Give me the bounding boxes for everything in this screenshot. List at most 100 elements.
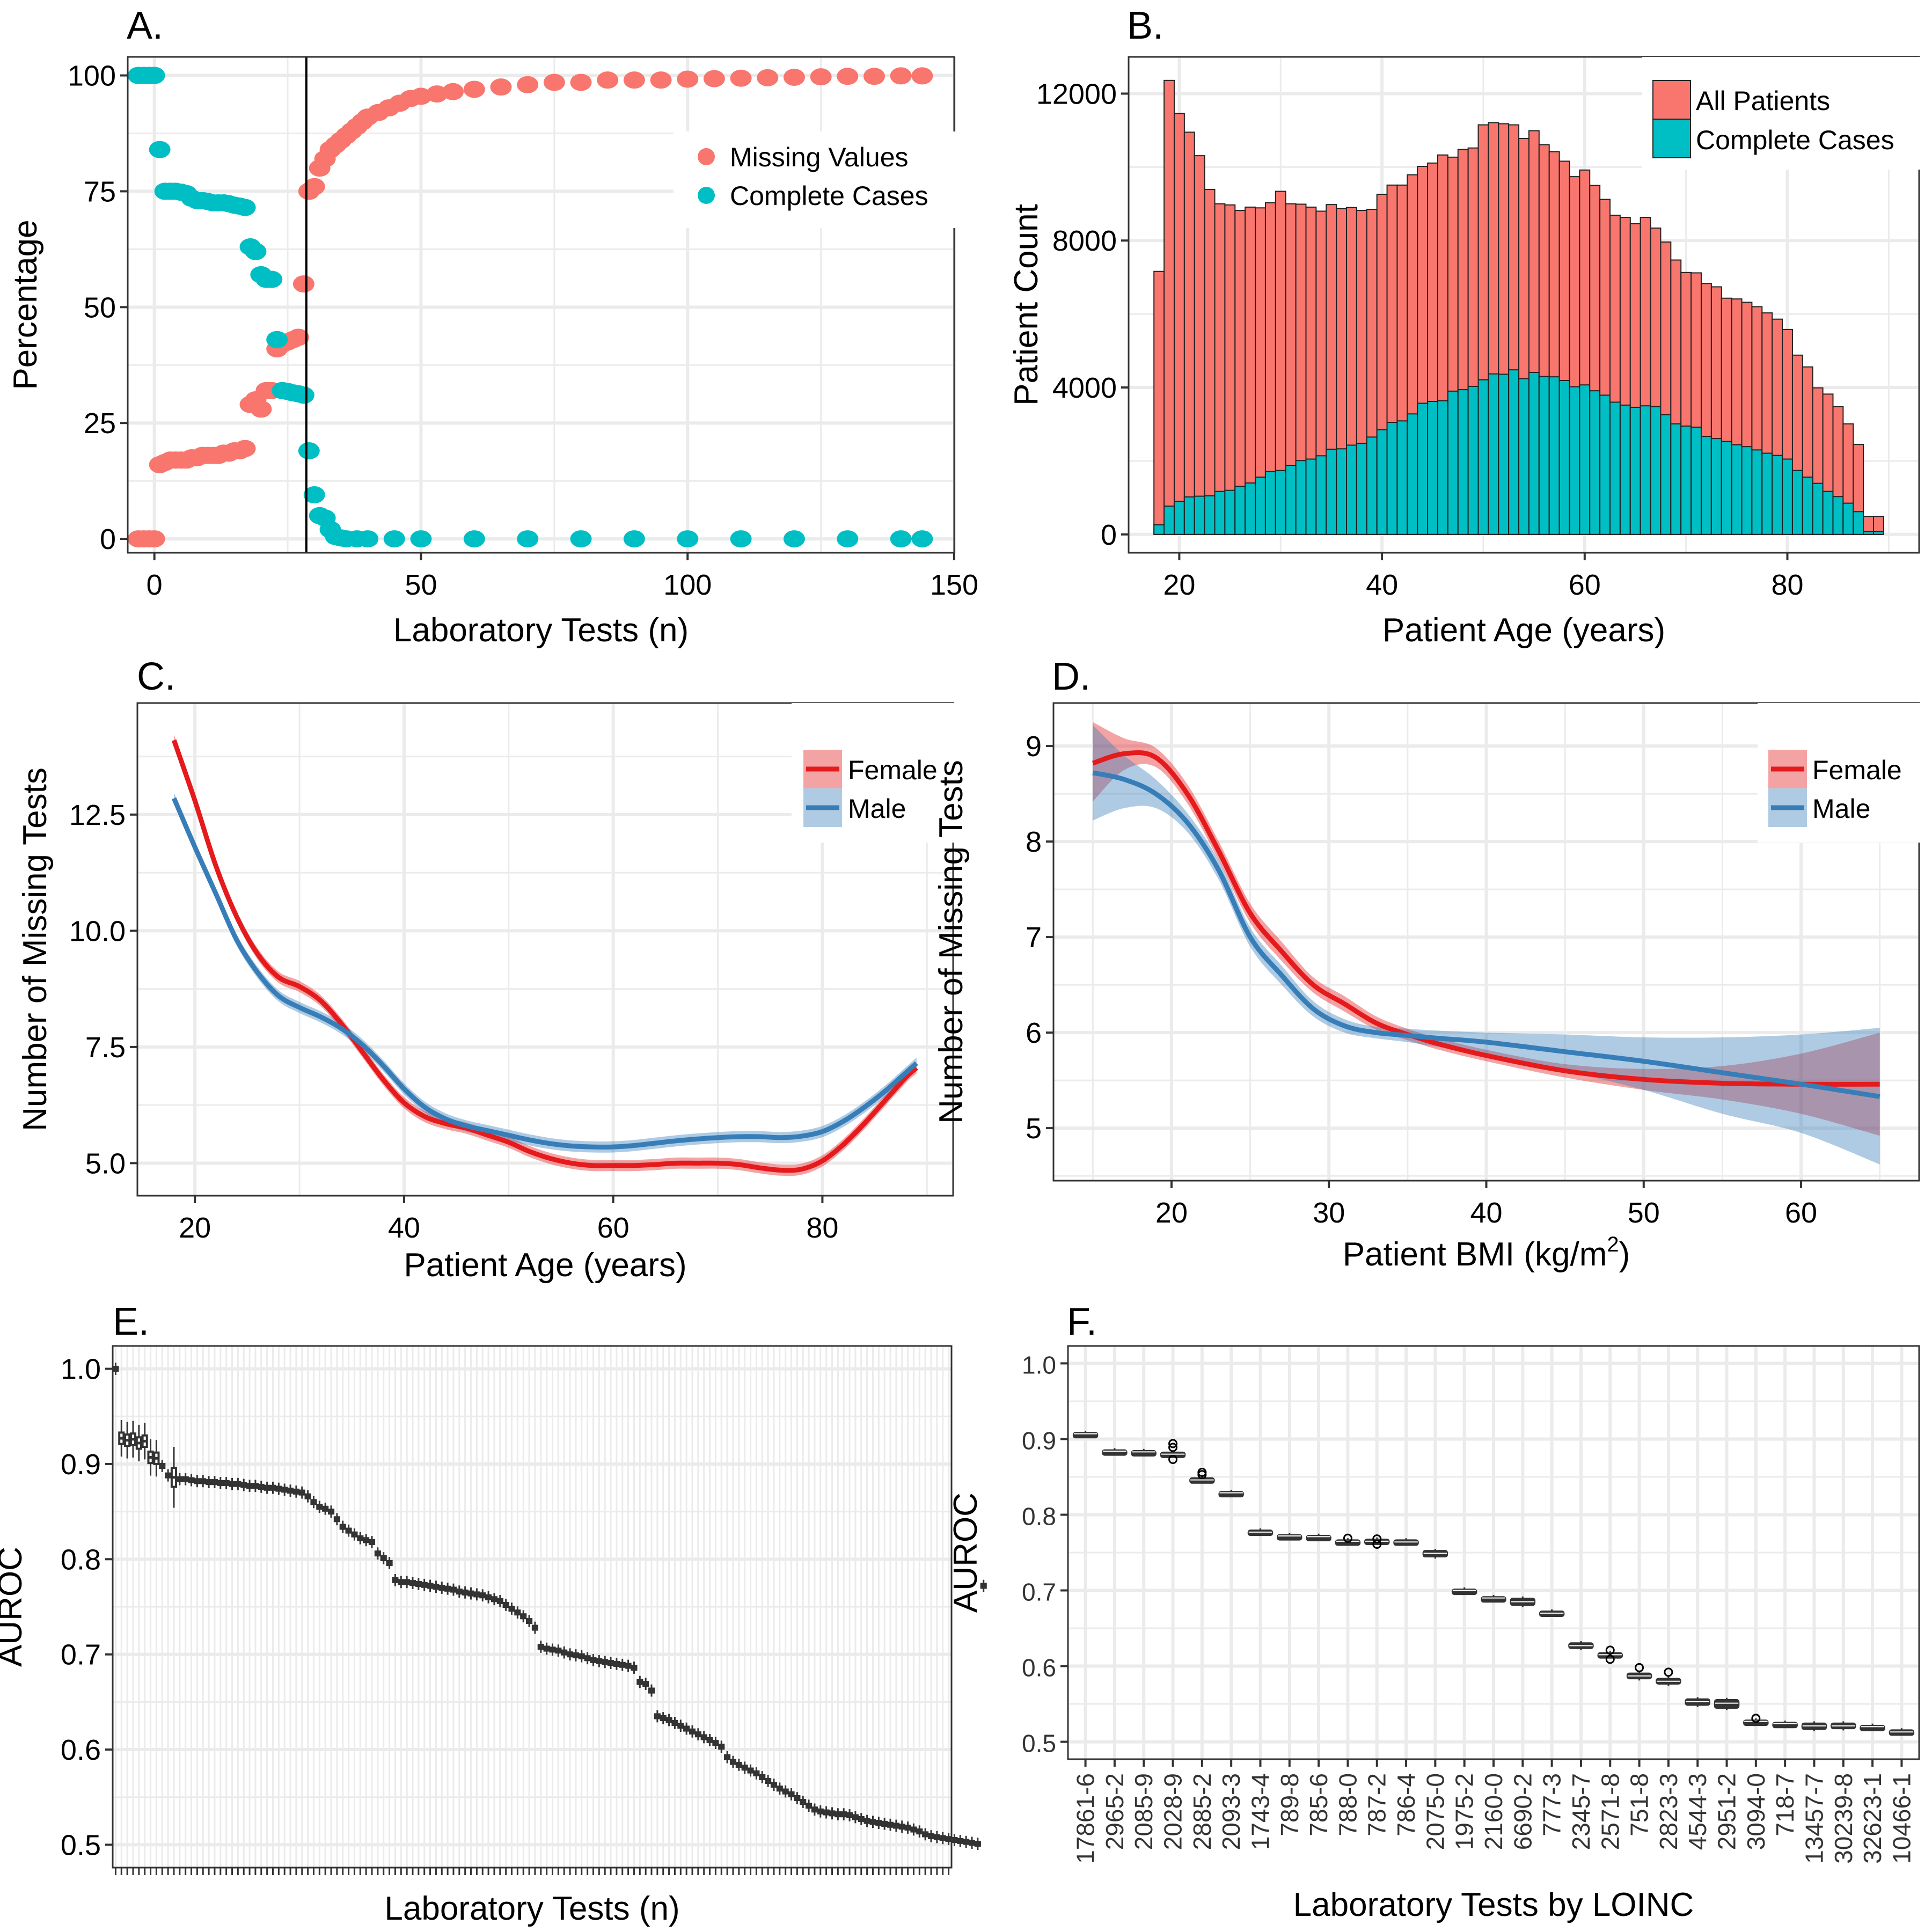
legend-item: Male — [1768, 788, 1870, 827]
legend-item: Female — [1768, 750, 1902, 788]
gridlines — [137, 703, 953, 1196]
y-tick-label: 0 — [1101, 519, 1117, 551]
y-tick-label: 0.5 — [61, 1829, 101, 1861]
y-tick-label: 1.0 — [1022, 1351, 1056, 1379]
legend-label: Male — [848, 794, 906, 824]
missing-value-point — [810, 68, 832, 86]
missing-value-point — [543, 74, 565, 91]
plot-border — [1067, 1345, 1920, 1760]
legend-label: Complete Cases — [730, 181, 928, 211]
missing-value-point — [863, 68, 885, 85]
complete-case-point — [357, 530, 379, 548]
bar-complete-cases — [1629, 406, 1641, 535]
bar-complete-cases — [1802, 477, 1813, 535]
complete-case-point — [837, 530, 859, 548]
x-tick-label-loinc: 777-3 — [1538, 1773, 1566, 1836]
x-tick-label-loinc: 32623-1 — [1858, 1773, 1886, 1864]
plot-border — [127, 56, 955, 554]
missing-value-point — [234, 440, 256, 457]
bar-all-patients — [1163, 79, 1175, 535]
y-tick-label: 10.0 — [69, 915, 126, 947]
missing-value-point — [911, 67, 933, 85]
x-tick-label: 80 — [1771, 569, 1803, 601]
bar-complete-cases — [1326, 448, 1337, 535]
y-tick-label: 5.0 — [85, 1147, 126, 1180]
x-tick-label-loinc: 3094-0 — [1742, 1773, 1770, 1850]
bar-complete-cases — [1396, 420, 1408, 535]
bar-complete-cases — [1204, 495, 1216, 535]
bar-complete-cases — [1488, 373, 1499, 535]
x-tick-label-loinc: 789-8 — [1276, 1773, 1304, 1836]
missing-value-point — [517, 76, 539, 93]
bars — [1153, 79, 1884, 535]
y-tick-label: 0.5 — [1022, 1730, 1056, 1758]
y-tick-label: 0.9 — [1022, 1426, 1056, 1454]
outlier-point — [1751, 1714, 1761, 1723]
bar-complete-cases — [1346, 444, 1357, 535]
bar-complete-cases — [1477, 379, 1489, 535]
bar-complete-cases — [1812, 482, 1824, 535]
y-tick-label: 6 — [1026, 1017, 1042, 1049]
x-tick-label: 40 — [1470, 1197, 1502, 1229]
missing-value-point — [287, 328, 309, 346]
missing-value-point — [623, 71, 645, 89]
x-tick-label-loinc: 17861-6 — [1072, 1773, 1100, 1864]
complete-case-point — [266, 331, 288, 348]
bar-complete-cases — [1336, 448, 1348, 535]
x-tick-label: 150 — [930, 569, 978, 601]
bar-complete-cases — [1761, 452, 1773, 535]
panel-title: D. — [1052, 655, 1091, 698]
panel-a: 0 25 50 75 100 A. Percentage 0 50 100 150 Laborator… — [7, 4, 978, 649]
complete-case-point — [292, 386, 314, 404]
bar-all-patients — [1173, 113, 1185, 535]
legend-item: Complete Cases — [698, 181, 928, 211]
legend-box — [792, 703, 958, 843]
complete-case-point — [383, 530, 405, 548]
missing-value-point — [463, 80, 485, 98]
bar-complete-cases — [1609, 401, 1621, 535]
y-tick-label: 12000 — [1036, 78, 1117, 110]
bar-complete-cases — [1579, 384, 1591, 535]
x-axis-label-main: Patient BMI — [1343, 1236, 1524, 1273]
legend-item: Female — [803, 750, 938, 788]
bar-complete-cases — [1700, 436, 1712, 535]
y-tick-label: 0.8 — [1022, 1502, 1056, 1530]
x-tick-label-loinc: 2085-9 — [1130, 1773, 1158, 1850]
plot-background — [128, 57, 954, 553]
bar-complete-cases — [1548, 376, 1560, 535]
bar-complete-cases — [1518, 378, 1529, 535]
plot-border — [1128, 56, 1920, 554]
outlier-point — [1168, 1443, 1178, 1452]
legend-item: Male — [803, 788, 906, 827]
complete-case-point — [303, 486, 325, 504]
x-tick-label-loinc: 1743-4 — [1246, 1773, 1274, 1850]
bar-complete-cases — [1447, 390, 1459, 535]
x-tick-label: 60 — [597, 1212, 630, 1244]
y-tick-label: 4000 — [1052, 372, 1117, 404]
y-tick-label: 8 — [1026, 826, 1042, 858]
x-tick-label-loinc: 785-6 — [1305, 1773, 1333, 1836]
bar-complete-cases — [1619, 404, 1631, 535]
complete-case-point — [261, 270, 283, 288]
legend-label: Female — [848, 755, 938, 785]
bar-all-patients — [1224, 204, 1236, 535]
bar-complete-cases — [1853, 511, 1864, 535]
bar-complete-cases — [1214, 491, 1226, 535]
bar-complete-cases — [1538, 376, 1550, 535]
x-tick-label-loinc: 2160-0 — [1480, 1773, 1507, 1850]
legend-item: Missing Values — [698, 142, 909, 172]
bar-complete-cases — [1741, 446, 1753, 535]
bar-complete-cases — [1721, 441, 1732, 535]
y-tick-label: 0.9 — [61, 1448, 101, 1481]
y-tick-label: 0.8 — [61, 1543, 101, 1576]
outlier-point — [1635, 1663, 1644, 1672]
y-axis-label: Number of Missing Tests — [17, 767, 54, 1131]
outlier-point — [1168, 1455, 1178, 1465]
x-tick-label-loinc: 718-7 — [1771, 1773, 1799, 1836]
bar-complete-cases — [1245, 482, 1256, 535]
complete-case-point — [730, 530, 752, 548]
box — [1714, 1699, 1740, 1709]
x-tick-label: 40 — [388, 1212, 420, 1244]
female-line — [1092, 750, 1880, 1087]
